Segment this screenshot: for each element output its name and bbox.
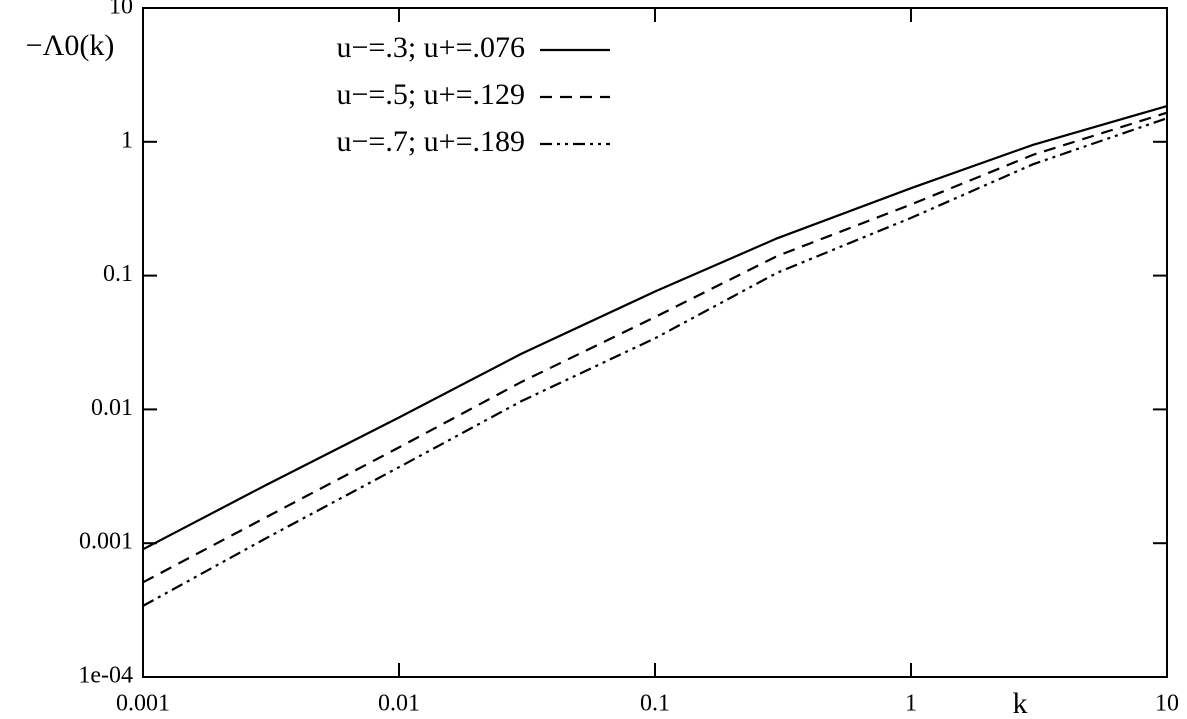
legend-label: u−=.7; u+=.189 (336, 125, 525, 158)
y-tick-label: 0.001 (79, 529, 133, 555)
line (142, 111, 1168, 584)
line (142, 104, 1168, 551)
x-tick-label: 0.001 (116, 691, 170, 717)
legend-label: u−=.3; u+=.076 (336, 31, 525, 64)
y-tick-label: 1e-04 (78, 663, 133, 689)
line (142, 117, 1168, 607)
x-tick-label: 0.1 (640, 691, 670, 717)
y-tick-label: 0.1 (103, 261, 133, 287)
x-axis-label: k (1013, 687, 1028, 719)
y-tick-label: 10 (109, 0, 133, 20)
legend-label: u−=.5; u+=.129 (336, 78, 525, 111)
x-tick-label: 10 (1155, 691, 1179, 717)
y-tick-label: 0.01 (91, 395, 133, 421)
plot-frame (142, 7, 1168, 678)
x-tick-label: 0.01 (378, 691, 420, 717)
x-tick-label: 1 (905, 691, 917, 717)
y-axis-label: −Λ0(k) (26, 29, 115, 62)
y-tick-label: 1 (121, 127, 133, 153)
